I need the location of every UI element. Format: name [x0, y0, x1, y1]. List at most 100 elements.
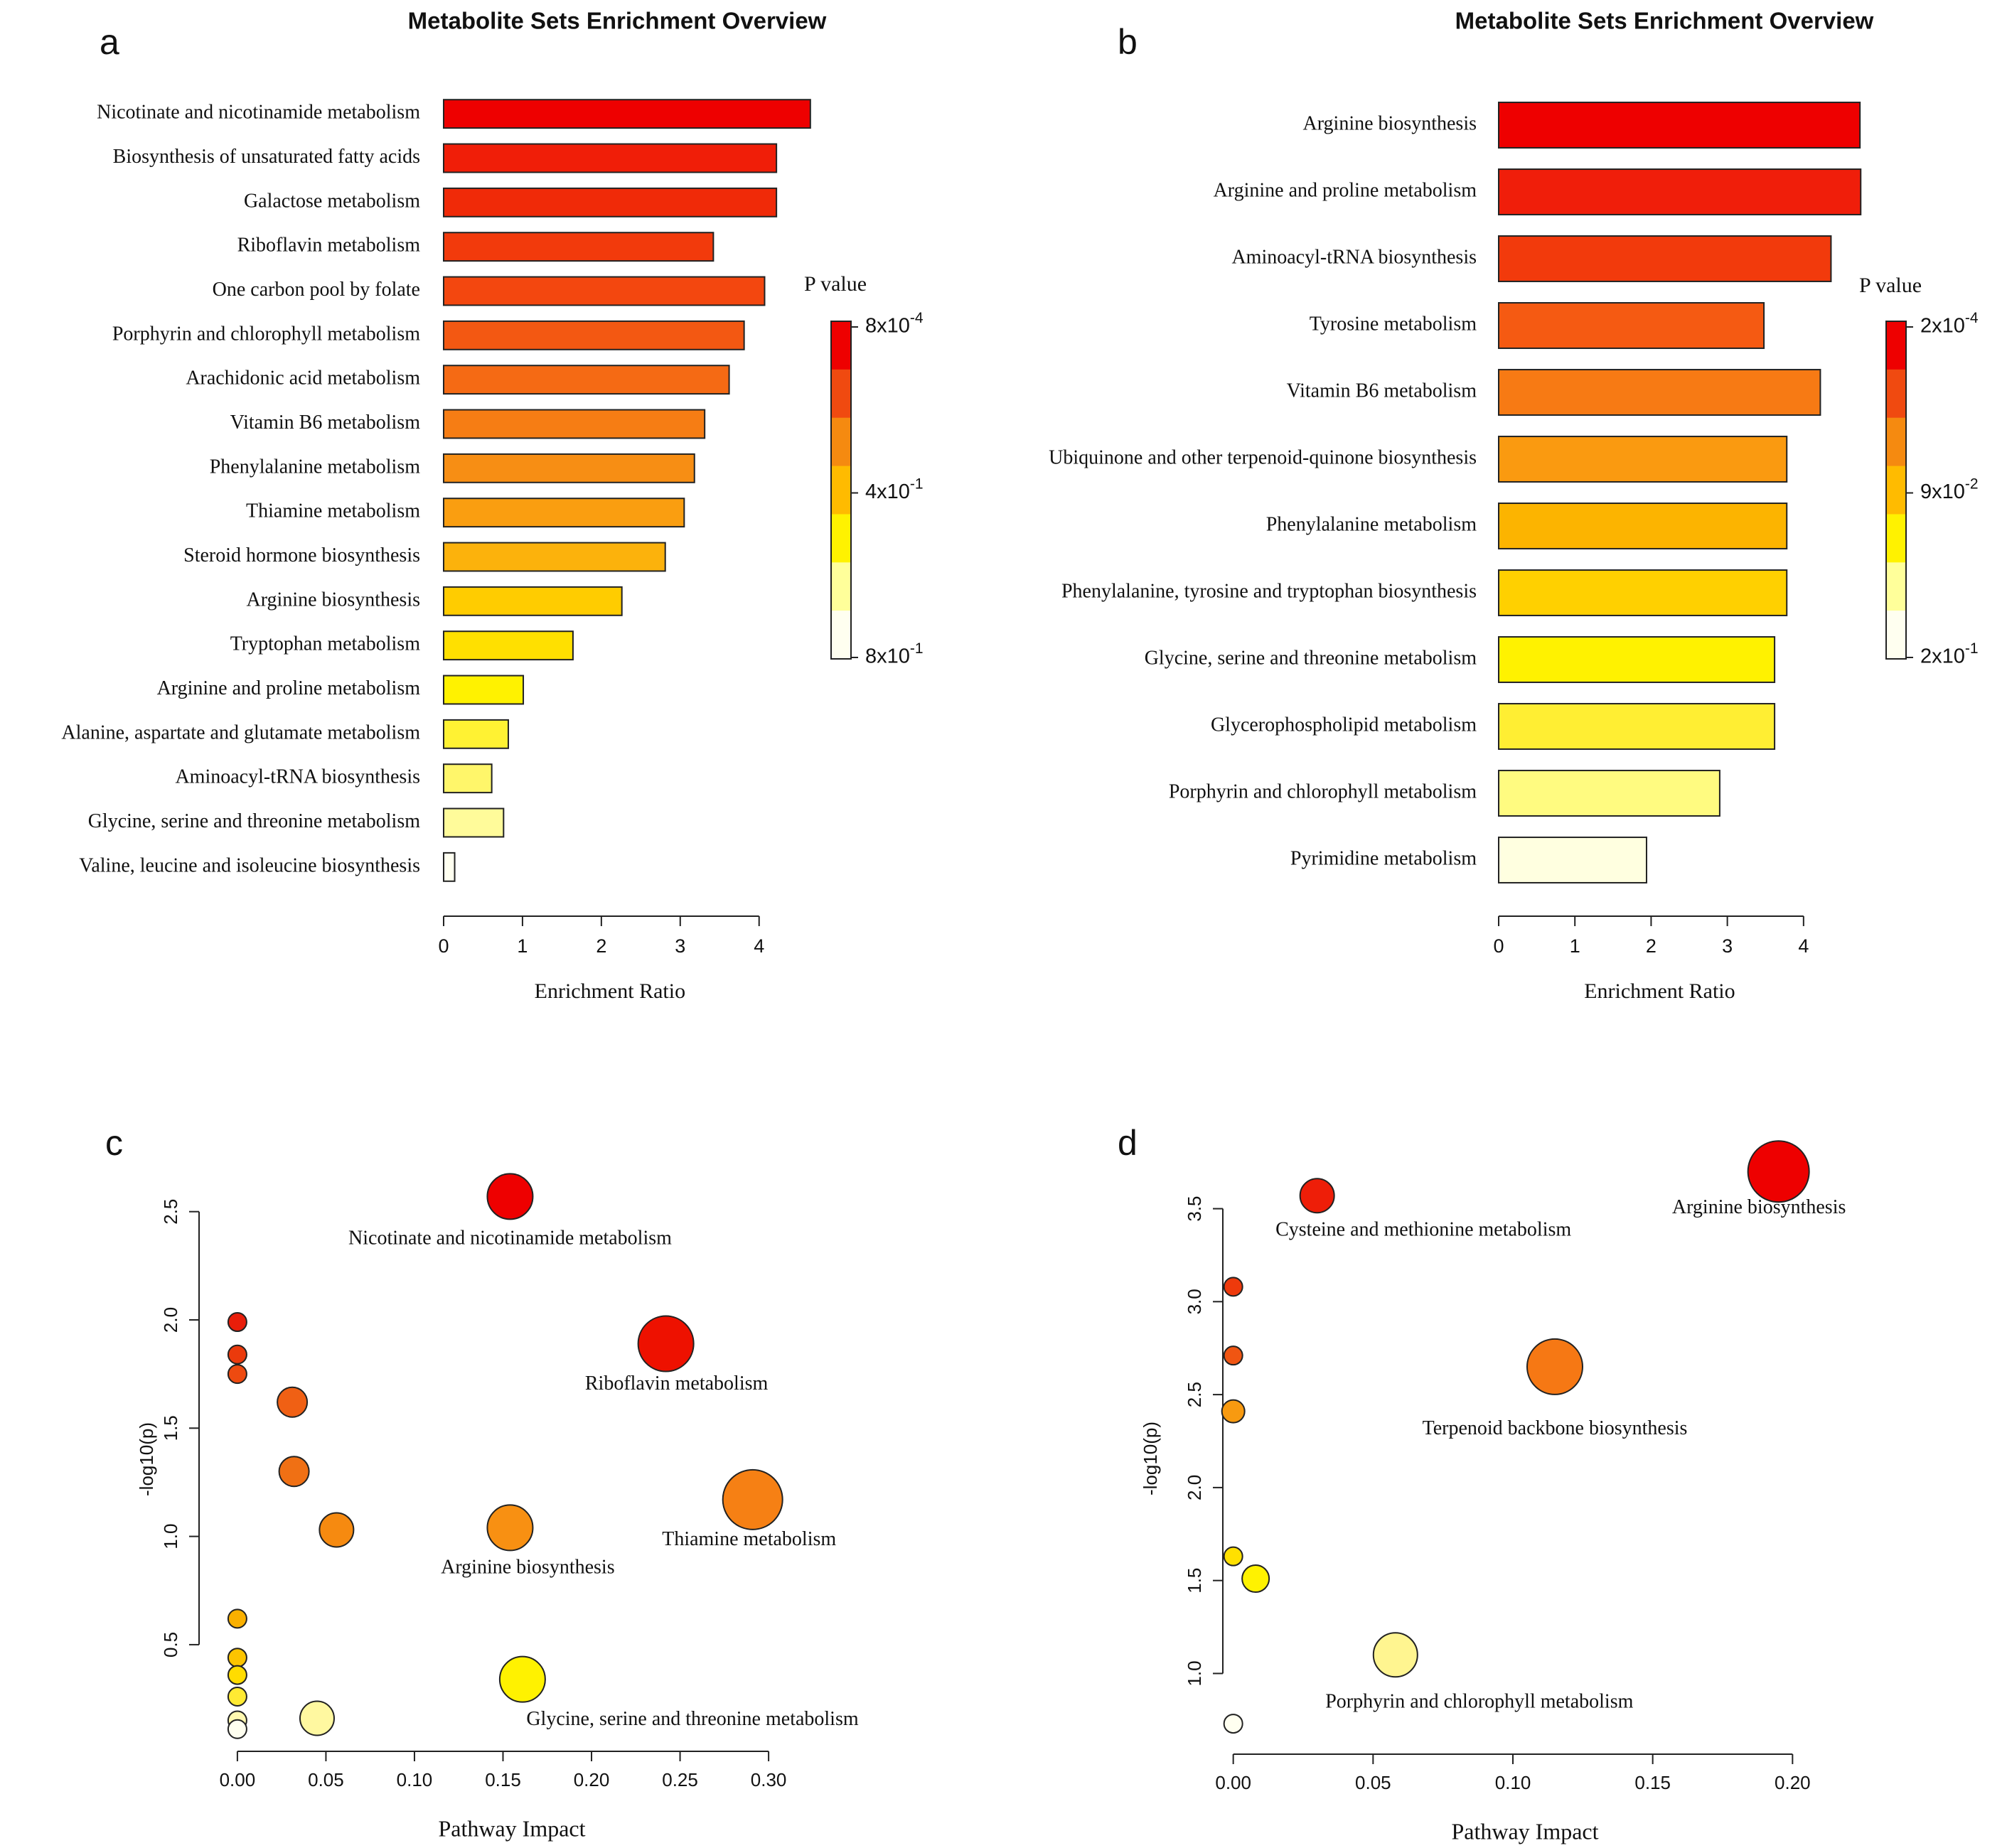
x-tick-label: 4 — [754, 935, 764, 957]
point-annotation: Arginine biosynthesis — [441, 1557, 614, 1579]
legend-swatch — [1886, 321, 1906, 370]
legend-swatch — [831, 417, 851, 467]
data-point — [1221, 1399, 1246, 1424]
legend-label: 8x10-4 — [865, 310, 924, 338]
bar — [1498, 837, 1647, 883]
bar — [443, 675, 525, 705]
data-point — [486, 1504, 534, 1552]
category-label: Vitamin B6 metabolism — [230, 412, 421, 434]
category-label: Aminoacyl-tRNA biosynthesis — [175, 766, 420, 788]
legend-swatch — [1886, 514, 1906, 563]
point-annotation: Terpenoid backbone biosynthesis — [1423, 1417, 1688, 1439]
bar — [1498, 235, 1832, 282]
panel-d-scatter-plot: d 0.00 0.05 0.10 0.15 0.20 Pathway Impact 1.0 1.… — [1118, 1123, 1846, 1844]
point-annotation: Riboflavin metabolism — [585, 1372, 769, 1395]
category-label: Tryptophan metabolism — [230, 633, 421, 655]
legend-label: 8x10-1 — [865, 640, 924, 668]
x-tick-label: 0.10 — [1495, 1772, 1531, 1793]
category-label: Galactose metabolism — [244, 190, 420, 212]
panel-label: b — [1118, 22, 1138, 62]
legend-label-exponent: -4 — [1965, 310, 1979, 326]
legend-label-exponent: -2 — [1965, 476, 1979, 492]
point-annotation: Cysteine and methionine metabolism — [1275, 1218, 1571, 1240]
panel-a-bar-chart: a Metabolite Sets Enrichment Overview Nico… — [61, 8, 923, 1003]
data-point — [227, 1665, 247, 1685]
y-tick-label: 3.5 — [1184, 1196, 1205, 1221]
category-label: Valine, leucine and isoleucine biosynthe… — [79, 854, 420, 876]
bar — [1498, 503, 1788, 549]
panel-label: c — [105, 1123, 123, 1163]
legend-swatch — [831, 514, 851, 563]
category-label: Phenylalanine, tyrosine and tryptophan b… — [1061, 580, 1477, 602]
legend-swatch — [1886, 369, 1906, 419]
x-tick-label: 0.30 — [751, 1769, 787, 1790]
x-tick-label: 0 — [1493, 935, 1504, 957]
category-label: Phenylalanine metabolism — [1266, 513, 1477, 535]
category-label: Nicotinate and nicotinamide metabolism — [97, 102, 420, 124]
legend-swatch — [1886, 417, 1906, 467]
legend-swatch — [1886, 466, 1906, 515]
x-tick-label: 0 — [438, 935, 449, 957]
x-tick-label: 0.05 — [1355, 1772, 1391, 1793]
panel-c-scatter-plot: c 0.00 0.05 0.10 0.15 0.20 0.25 0.30 Pathway Imp… — [105, 1123, 859, 1841]
x-tick-label: 0.15 — [1634, 1772, 1671, 1793]
chart-title: Metabolite Sets Enrichment Overview — [1455, 8, 1874, 34]
legend-swatch — [831, 562, 851, 611]
category-label: Vitamin B6 metabolism — [1287, 380, 1477, 402]
point-annotation: Arginine biosynthesis — [1672, 1196, 1846, 1218]
category-label: Phenylalanine metabolism — [210, 456, 420, 478]
legend-label-exponent: -1 — [910, 476, 924, 492]
legend-swatch — [831, 611, 851, 660]
bar — [1498, 102, 1861, 149]
category-label: Porphyrin and chlorophyll metabolism — [1169, 780, 1477, 802]
bar — [443, 143, 778, 173]
legend-label-exponent: -4 — [910, 310, 924, 326]
y-axis-title: -log10(p) — [136, 1422, 157, 1496]
x-tick-label: 4 — [1798, 935, 1809, 957]
data-point — [277, 1386, 309, 1418]
data-point — [299, 1700, 335, 1736]
bar — [443, 409, 706, 439]
data-point — [1223, 1277, 1243, 1297]
data-point — [278, 1456, 310, 1488]
x-tick-label: 3 — [1722, 935, 1733, 957]
data-point — [227, 1608, 247, 1629]
legend-swatch — [1886, 611, 1906, 660]
bar — [443, 763, 493, 794]
data-point — [637, 1315, 695, 1372]
category-label: Pyrimidine metabolism — [1290, 847, 1477, 869]
data-point — [722, 1468, 783, 1530]
data-point — [498, 1655, 546, 1703]
bar — [443, 187, 778, 217]
data-point — [486, 1173, 534, 1220]
category-label: Arginine biosynthesis — [1303, 112, 1477, 134]
x-tick-label: 1 — [517, 935, 528, 957]
data-point — [1747, 1140, 1810, 1203]
category-label: One carbon pool by folate — [213, 279, 420, 301]
category-label: Arginine and proline metabolism — [1214, 179, 1477, 201]
legend-swatch — [831, 321, 851, 370]
bar — [443, 453, 695, 483]
point-annotation: Porphyrin and chlorophyll metabolism — [1325, 1691, 1633, 1713]
chart-title: Metabolite Sets Enrichment Overview — [408, 8, 827, 34]
bar — [443, 542, 666, 572]
data-point — [1299, 1178, 1335, 1214]
data-point — [227, 1719, 247, 1739]
bar — [1498, 636, 1776, 683]
bar — [443, 586, 623, 616]
panel-label: a — [100, 22, 119, 62]
legend-label: 2x10-1 — [1920, 640, 1979, 668]
y-tick-label: 2.0 — [160, 1307, 181, 1333]
x-tick-label: 2 — [596, 935, 606, 957]
legend-label-exponent: -1 — [910, 640, 924, 657]
y-tick-label: 2.5 — [1184, 1382, 1205, 1407]
legend-swatch — [1886, 562, 1906, 611]
bar — [1498, 770, 1720, 817]
x-tick-label: 1 — [1570, 935, 1580, 957]
legend-swatch — [831, 466, 851, 515]
data-point — [227, 1648, 247, 1668]
bar — [443, 365, 730, 395]
x-axis-title: Pathway Impact — [1451, 1818, 1598, 1844]
y-tick-label: 2.0 — [1184, 1475, 1205, 1500]
